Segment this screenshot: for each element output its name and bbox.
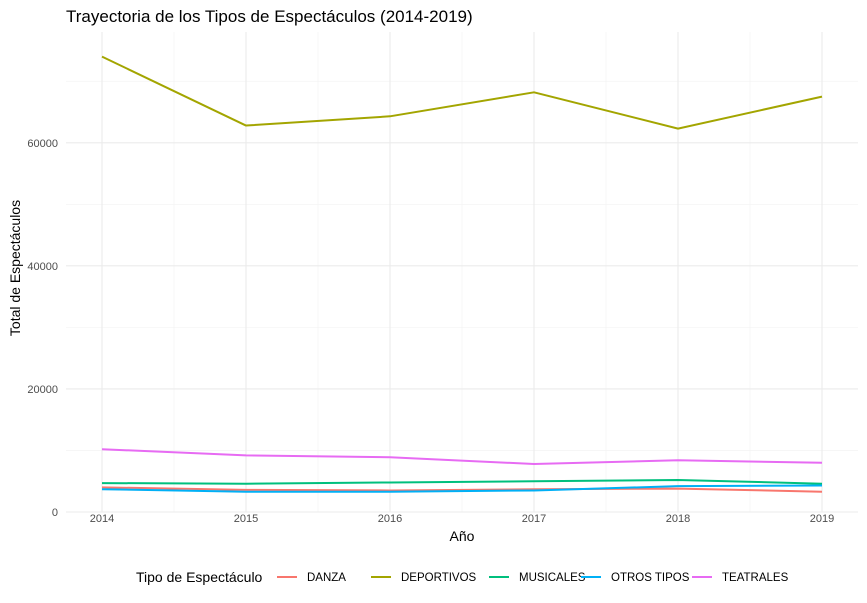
legend: Tipo de Espectáculo DANZA DEPORTIVOS MUSIC…	[136, 569, 789, 585]
x-tick-label: 2014	[90, 513, 114, 525]
legend-label: TEATRALES	[722, 572, 789, 584]
legend-label: DANZA	[307, 572, 346, 584]
y-axis-ticks: 0 20000 40000 60000	[27, 138, 58, 519]
x-axis-ticks: 2014 2015 2016 2017 2018 2019	[90, 513, 834, 525]
x-tick-label: 2019	[810, 513, 834, 525]
legend-title: Tipo de Espectáculo	[136, 569, 263, 585]
x-tick-label: 2017	[522, 513, 546, 525]
legend-label: MUSICALES	[519, 572, 586, 584]
y-tick-label: 60000	[27, 138, 58, 150]
y-axis-label: Total de Espectáculos	[7, 200, 23, 336]
chart-title: Trayectoria de los Tipos de Espectáculos…	[66, 7, 473, 26]
legend-label: DEPORTIVOS	[401, 572, 477, 584]
y-tick-label: 20000	[27, 384, 58, 396]
x-tick-label: 2015	[234, 513, 258, 525]
x-tick-label: 2018	[666, 513, 690, 525]
x-axis-label: Año	[450, 528, 475, 544]
legend-label: OTROS TIPOS	[611, 572, 690, 584]
series-lines	[101, 55, 823, 493]
grid	[66, 32, 858, 513]
x-tick-label: 2016	[378, 513, 402, 525]
series-line-deportivos	[101, 55, 823, 130]
legend-items: DANZA DEPORTIVOS MUSICALES OTROS TIPOS TEATR…	[277, 572, 789, 584]
series-line-teatrales	[101, 448, 823, 465]
series-line-otros-tipos	[101, 484, 823, 493]
series-line-danza	[101, 486, 823, 493]
y-tick-label: 40000	[27, 261, 58, 273]
series-line-musicales	[101, 479, 823, 485]
y-tick-label: 0	[52, 507, 58, 519]
